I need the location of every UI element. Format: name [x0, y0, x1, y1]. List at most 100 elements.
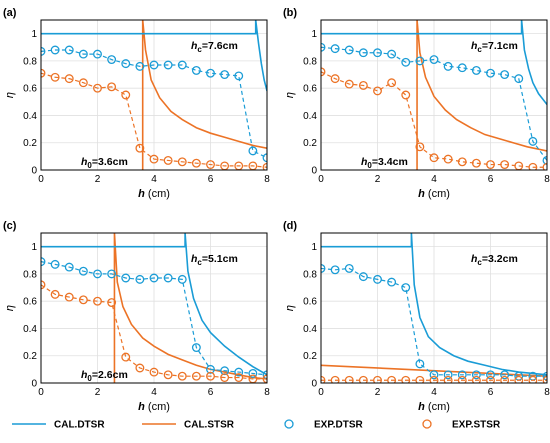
- x-tick-label: 6: [208, 174, 214, 185]
- exp-stsr-marker: [206, 371, 215, 381]
- y-tick-label: 0.8: [23, 56, 37, 67]
- exp-stsr-marker: [500, 160, 510, 169]
- exp-dtsr-marker: [358, 272, 368, 282]
- exp-dtsr-marker: [121, 59, 131, 69]
- chart-panel-d: 0 2 4 6 8 0 0.2 0.4 0.6 0.8 1 h (cm) η (d) hc=3.2cm: [283, 220, 550, 413]
- exp-dtsr-marker: [401, 283, 411, 292]
- y-axis-label: η: [284, 305, 296, 311]
- exp-dtsr-marker: [50, 45, 60, 55]
- chart-panel-b: 0 2 4 6 8 0 0.2 0.4 0.6 0.8 1 h (cm) η (b) hc=7.1cm h0=…: [283, 7, 550, 200]
- exp-dtsr-marker: [78, 49, 88, 59]
- exp-stsr-dashed-line: [41, 72, 267, 168]
- x-tick-label: 2: [95, 387, 101, 398]
- y-tick-label: 0.2: [23, 138, 37, 149]
- y-tick-label: 0.6: [23, 84, 37, 95]
- x-tick-label: 4: [151, 387, 157, 398]
- cal-dtsr-line: [321, 20, 547, 106]
- y-tick-label: 0.8: [303, 269, 317, 280]
- exp-dtsr-marker: [542, 156, 547, 165]
- exp-stsr-marker: [163, 370, 173, 380]
- chart-panel-a: 0 2 4 6 8 0 0.2 0.4 0.6 0.8 1 h (cm) η (a) hc=7.6cm h0=…: [3, 7, 270, 200]
- legend-label: EXP.DTSR: [314, 420, 363, 431]
- x-tick-label: 4: [431, 174, 437, 185]
- plot-area: [41, 20, 267, 170]
- exp-dtsr-marker: [500, 370, 510, 380]
- x-tick-label: 8: [264, 174, 270, 185]
- exp-dtsr-marker: [135, 274, 145, 284]
- exp-stsr-marker: [344, 79, 354, 89]
- exp-dtsr-marker: [262, 153, 267, 163]
- x-tick-label: 2: [375, 174, 381, 185]
- x-tick-label: 2: [95, 174, 101, 185]
- plot-frame: [40, 232, 268, 384]
- y-tick-label: 1: [311, 29, 317, 40]
- y-tick-label: 0.8: [23, 269, 37, 280]
- exp-stsr-marker: [64, 74, 74, 84]
- exp-stsr-marker: [50, 289, 60, 299]
- exp-dtsr-dashed-line: [41, 261, 267, 376]
- exp-stsr-marker: [401, 375, 411, 383]
- x-axis-label: h (cm): [418, 188, 450, 200]
- exp-stsr-marker: [163, 156, 173, 165]
- exp-dtsr-marker: [163, 273, 173, 283]
- exp-dtsr-marker: [64, 262, 74, 272]
- x-tick-label: 6: [488, 174, 494, 185]
- exp-dtsr-marker: [93, 269, 102, 279]
- exp-dtsr-marker: [401, 57, 411, 67]
- exp-stsr-marker: [542, 162, 547, 170]
- exp-dtsr-marker: [415, 56, 425, 66]
- x-tick-label: 0: [38, 174, 44, 185]
- x-tick-label: 8: [264, 387, 270, 398]
- exp-dtsr-marker: [149, 60, 159, 70]
- panel-label: (a): [3, 7, 17, 19]
- y-axis-label: η: [4, 92, 16, 98]
- plot-frame: [320, 232, 548, 384]
- legend-label: EXP.STSR: [452, 420, 501, 431]
- exp-dtsr-marker: [443, 370, 453, 380]
- exp-stsr-dashed-line: [41, 284, 267, 380]
- exp-dtsr-marker: [135, 61, 145, 71]
- x-tick-label: 6: [488, 387, 494, 398]
- cal-stsr-line: [141, 20, 267, 170]
- exp-dtsr-marker: [107, 55, 117, 64]
- y-tick-label: 0.6: [23, 297, 37, 308]
- exp-stsr-marker: [93, 296, 102, 306]
- exp-dtsr-marker: [177, 274, 187, 284]
- exp-stsr-marker: [78, 78, 88, 88]
- exp-dtsr-marker: [486, 68, 495, 78]
- exp-stsr-marker: [121, 352, 131, 362]
- exp-dtsr-marker: [443, 61, 453, 71]
- y-tick-label: 0.6: [303, 297, 317, 308]
- exp-dtsr-marker: [107, 269, 117, 279]
- exp-stsr-marker: [149, 154, 159, 164]
- exp-stsr-marker: [234, 373, 244, 382]
- exp-dtsr-marker: [220, 366, 230, 376]
- cal-stsr-line: [416, 20, 547, 170]
- plot-frame: [320, 19, 548, 171]
- exp-stsr-marker: [191, 371, 201, 381]
- legend-label: CAL.DTSR: [54, 420, 105, 431]
- h0-annotation: h0=3.4cm: [361, 156, 408, 170]
- exp-stsr-marker: [262, 374, 267, 383]
- exp-dtsr-marker: [248, 146, 258, 156]
- exp-dtsr-marker: [344, 45, 354, 55]
- exp-dtsr-dashed-line: [41, 49, 267, 159]
- exp-stsr-marker: [457, 157, 467, 167]
- y-tick-label: 1: [31, 29, 37, 40]
- exp-dtsr-marker: [344, 264, 354, 273]
- exp-dtsr-dashed-line: [321, 46, 547, 161]
- exp-dtsr-marker: [78, 266, 88, 276]
- exp-stsr-marker: [177, 371, 187, 381]
- exp-dtsr-marker: [387, 277, 397, 287]
- legend-label: CAL.STSR: [184, 420, 235, 431]
- exp-stsr-marker: [401, 90, 411, 100]
- legend-item-cal-dtsr: CAL.DTSR: [12, 420, 105, 431]
- exp-stsr-marker: [358, 375, 368, 383]
- exp-stsr-marker: [107, 82, 117, 92]
- exp-stsr-marker: [358, 81, 368, 90]
- exp-dtsr-marker: [93, 49, 102, 59]
- hc-annotation: hc=5.1cm: [191, 253, 238, 267]
- exp-stsr-marker: [121, 90, 131, 100]
- exp-stsr-marker: [443, 154, 453, 164]
- hc-annotation: hc=7.6cm: [191, 40, 238, 54]
